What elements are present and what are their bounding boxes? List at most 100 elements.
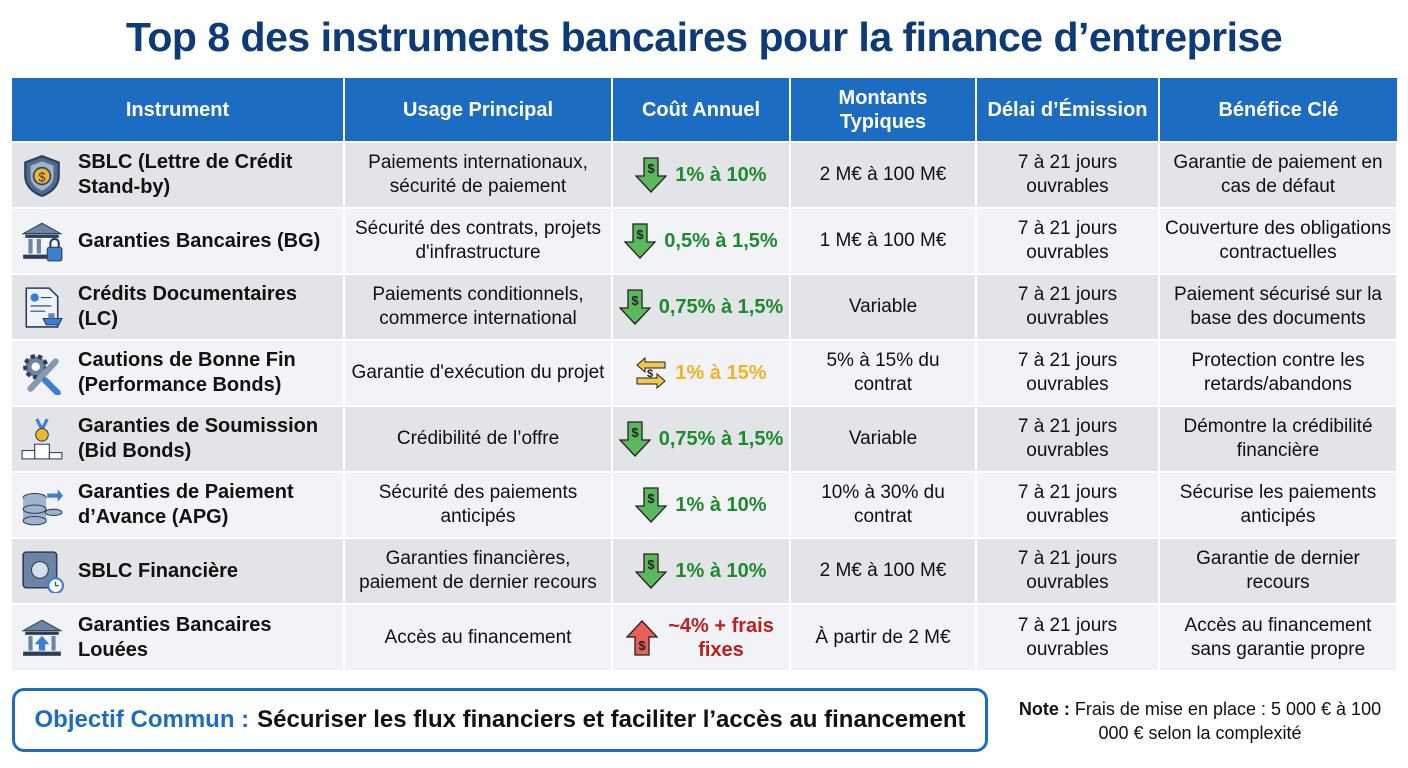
arrow-down-dollar-icon: $ <box>618 421 651 457</box>
header-usage: Usage Principal <box>344 78 613 142</box>
medal-podium-icon <box>21 418 63 460</box>
amount-cell: 10% à 30% du contrat <box>790 471 977 538</box>
instrument-name: Garanties de Paiement d’Avance (APG) <box>78 481 294 528</box>
benefit-cell: Démontre la crédibilité financière <box>1159 405 1398 472</box>
amount-cell: 2 M€ à 100 M€ <box>790 141 977 208</box>
usage-cell: Garanties financières, paiement de derni… <box>344 537 613 604</box>
arrow-down-dollar-icon: $ <box>635 157 668 193</box>
table-row: Crédits Documentaires (LC) Paiements con… <box>12 273 1398 340</box>
exchange-arrows-icon: $ <box>636 356 667 390</box>
delay-cell: 7 à 21 jours ouvrables <box>976 537 1160 604</box>
shield-dollar-icon: $ <box>24 155 60 197</box>
svg-text:$: $ <box>39 170 46 184</box>
instrument-cell: $ SBLC (Lettre de Crédit Stand-by) <box>12 141 345 208</box>
instrument-cell: Garanties de Soumission (Bid Bonds) <box>12 405 345 472</box>
svg-text:$: $ <box>648 557 656 572</box>
amount-cell: Variable <box>790 405 977 472</box>
cost-cell: $1% à 15% <box>612 339 791 406</box>
delay-cell: 7 à 21 jours ouvrables <box>976 603 1160 670</box>
arrow-down-dollar-icon: $ <box>635 487 668 523</box>
benefit-cell: Couverture des obligations contractuelle… <box>1159 207 1398 274</box>
cost-value: 1% à 10% <box>675 494 767 516</box>
benefit-cell: Protection contre les retards/abandons <box>1159 339 1398 406</box>
benefit-cell: Garantie de paiement en cas de défaut <box>1159 141 1398 208</box>
cost-cell: $0,5% à 1,5% <box>612 207 791 274</box>
amount-cell: À partir de 2 M€ <box>790 603 977 670</box>
header-delay: Délai d’Émission <box>976 78 1160 142</box>
header-cost: Coût Annuel <box>612 78 791 142</box>
document-ship-icon <box>25 287 63 328</box>
header-benefit: Bénéfice Clé <box>1159 78 1397 142</box>
usage-cell: Paiements internationaux, sécurité de pa… <box>344 141 613 208</box>
arrow-down-dollar-icon: $ <box>618 289 651 325</box>
svg-text:$: $ <box>637 227 645 242</box>
table-row: $ SBLC (Lettre de Crédit Stand-by) Paieme… <box>12 141 1398 208</box>
delay-cell: 7 à 21 jours ouvrables <box>976 207 1160 274</box>
cost-cell: $ ~4% + frais fixes <box>612 603 791 670</box>
benefit-cell: Accès au financement sans garantie propr… <box>1159 603 1398 670</box>
cost-cell: $0,75% à 1,5% <box>612 405 791 472</box>
svg-text:$: $ <box>648 161 656 176</box>
cost-value: 0,75% à 1,5% <box>658 296 784 318</box>
usage-cell: Garantie d'exécution du projet <box>344 339 613 406</box>
goal-text: Sécuriser les flux financiers et facilit… <box>257 706 966 733</box>
delay-cell: 7 à 21 jours ouvrables <box>976 141 1160 208</box>
table-row: SBLC Financière Garanties financières, p… <box>12 537 1398 604</box>
instrument-name: Crédits Documentaires (LC) <box>78 283 297 330</box>
instrument-cell: Cautions de Bonne Fin (Performance Bonds… <box>12 339 345 406</box>
header-row: Instrument Usage Principal Coût Annuel M… <box>12 78 1397 142</box>
arrow-down-dollar-icon: $ <box>635 553 668 589</box>
usage-cell: Sécurité des contrats, projets d'infrast… <box>344 207 613 274</box>
cost-cell: $1% à 10% <box>612 471 791 538</box>
cost-value: ~4% + frais fixes <box>668 614 774 661</box>
instrument-cell: Garanties Bancaires Louées <box>12 603 345 670</box>
header-instrument: Instrument <box>12 78 345 142</box>
delay-cell: 7 à 21 jours ouvrables <box>976 471 1160 538</box>
benefit-cell: Paiement sécurisé sur la base des docume… <box>1159 273 1398 340</box>
table-row: Cautions de Bonne Fin (Performance Bonds… <box>12 339 1398 406</box>
svg-text:$: $ <box>631 293 639 308</box>
instrument-cell: Garanties Bancaires (BG) <box>12 207 345 274</box>
delay-cell: 7 à 21 jours ouvrables <box>976 339 1160 406</box>
cost-value: 1% à 10% <box>675 164 767 186</box>
instrument-name: Garanties de Soumission (Bid Bonds) <box>78 415 319 462</box>
arrow-down-dollar-icon: $ <box>624 223 657 259</box>
page-title: Top 8 des instruments bancaires pour la … <box>125 14 1283 60</box>
amount-cell: 1 M€ à 100 M€ <box>790 207 977 274</box>
common-objective-box: Objectif Commun : Sécuriser les flux fin… <box>12 688 988 752</box>
svg-text:$: $ <box>638 638 646 653</box>
cost-cell: $0,75% à 1,5% <box>612 273 791 340</box>
amount-cell: 2 M€ à 100 M€ <box>790 537 977 604</box>
benefit-cell: Garantie de dernier recours <box>1159 537 1398 604</box>
instrument-name: Garanties Bancaires Louées <box>78 613 272 661</box>
note: Note : Frais de mise en place : 5 000 € … <box>1005 697 1395 745</box>
note-text: Frais de mise en place : 5 000 € à 100 0… <box>1074 699 1382 743</box>
table-row: Garanties Bancaires Louées Accès au fina… <box>12 603 1398 670</box>
amount-cell: 5% à 15% du contrat <box>790 339 977 406</box>
usage-cell: Paiements conditionnels, commerce intern… <box>344 273 613 340</box>
instrument-name: Garanties Bancaires (BG) <box>78 229 321 252</box>
svg-text:$: $ <box>648 491 656 506</box>
goal-label: Objectif Commun : <box>34 706 250 733</box>
gear-wrench-icon <box>23 354 61 395</box>
usage-cell: Sécurité des paiements anticipés <box>344 471 613 538</box>
bank-lock-icon <box>21 222 63 262</box>
instrument-name: SBLC Financière <box>78 559 239 582</box>
svg-text:$: $ <box>631 425 639 440</box>
coins-arrow-icon <box>22 489 63 526</box>
cost-cell: $1% à 10% <box>612 537 791 604</box>
amount-cell: Variable <box>790 273 977 340</box>
table-row: Garanties Bancaires (BG) Sécurité des co… <box>12 207 1398 274</box>
cost-value: 0,75% à 1,5% <box>658 428 784 450</box>
cost-value: 1% à 10% <box>675 560 767 582</box>
cost-value: 1% à 15% <box>675 362 767 384</box>
note-label: Note : <box>1018 699 1070 719</box>
cost-cell: $1% à 10% <box>612 141 791 208</box>
instrument-cell: Garanties de Paiement d’Avance (APG) <box>12 471 345 538</box>
delay-cell: 7 à 21 jours ouvrables <box>976 405 1160 472</box>
safe-clock-icon <box>22 551 64 593</box>
benefit-cell: Sécurise les paiements anticipés <box>1159 471 1398 538</box>
instrument-name: SBLC (Lettre de Crédit Stand-by) <box>78 151 293 198</box>
instruments-table: Instrument Usage Principal Coût Annuel M… <box>12 78 1398 670</box>
table-row: Garanties de Soumission (Bid Bonds) Créd… <box>12 405 1398 472</box>
